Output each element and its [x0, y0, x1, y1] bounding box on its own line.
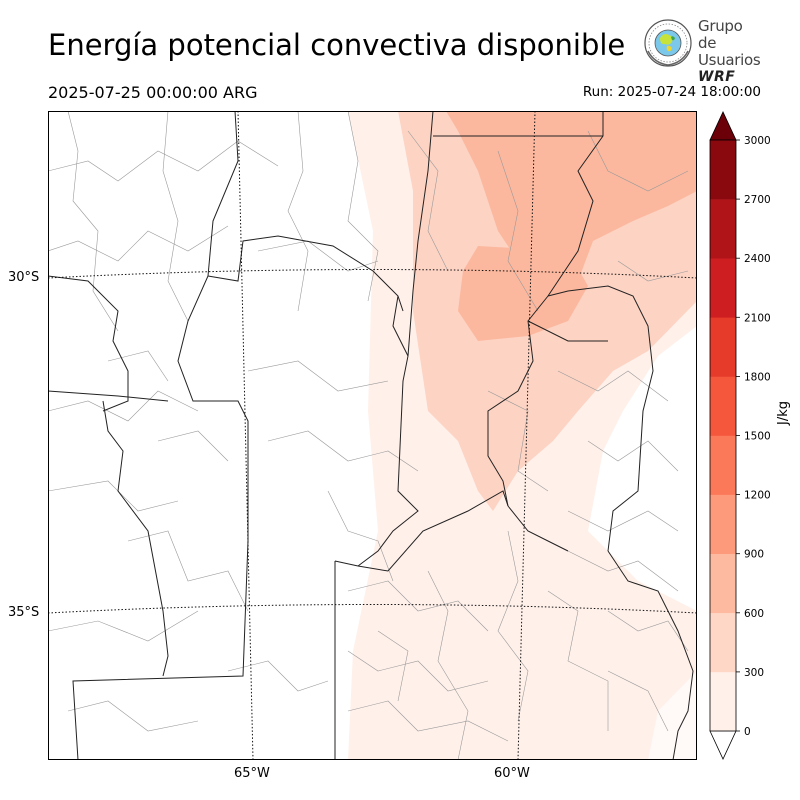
chart-title: Energía potencial convectiva disponible — [48, 28, 626, 62]
province-borders — [47, 110, 694, 761]
colorbar-tick-label: 2400 — [744, 253, 771, 265]
colorbar-tick-label: 2100 — [744, 312, 771, 324]
colorbar-segment — [710, 376, 736, 436]
colorbar-tick-label: 2700 — [744, 194, 771, 206]
colorbar-segment — [710, 671, 736, 732]
colorbar-tick-label: 1500 — [744, 431, 771, 443]
lat-label-35s: 35°S — [8, 605, 40, 620]
colorbar-tick-label: 600 — [744, 608, 764, 620]
colorbar-extend-min — [709, 730, 737, 760]
colorbar-segment — [710, 494, 736, 554]
colorbar: 0 300 600 900 1200 1500 1800 2100 2400 2700 3000 — [708, 111, 798, 761]
colorbar-tick-label: 0 — [744, 726, 751, 738]
colorbar-units-label: J/kg — [776, 401, 791, 425]
cape-map — [47, 110, 698, 761]
colorbar-segment — [710, 140, 736, 200]
colorbar-segment — [710, 199, 736, 259]
colorbar-graphic: 0 300 600 900 1200 1500 1800 2100 2400 2700 3000 — [709, 111, 771, 760]
colorbar-tick-label: 900 — [744, 549, 764, 561]
colorbar-tick-label: 300 — [744, 667, 764, 679]
logo-text-line1: Grupo de — [698, 17, 743, 52]
colorbar-segment — [710, 553, 736, 614]
cape-field — [348, 111, 697, 760]
lat-label-30s: 30°S — [8, 270, 40, 285]
parallel-30s — [47, 269, 698, 279]
wrf-logo: Grupo de Usuarios WRF — [640, 16, 761, 85]
graticule — [47, 110, 698, 761]
cape-contour-600-900-inner — [458, 246, 588, 341]
colorbar-segment — [710, 435, 736, 495]
colorbar-extend-max — [709, 111, 737, 141]
department-borders — [47, 110, 689, 761]
colorbar-tick-label: 3000 — [744, 135, 771, 147]
colorbar-tick-label: 1800 — [744, 371, 771, 383]
valid-time-label: 2025-07-25 00:00:00 ARG — [48, 83, 258, 102]
cape-coast-fade — [648, 671, 697, 760]
run-time-label: Run: 2025-07-24 18:00:00 — [582, 84, 761, 100]
logo-text: Grupo de Usuarios WRF — [698, 17, 761, 86]
colorbar-tick-label: 1200 — [744, 490, 771, 502]
colorbar-segment — [710, 612, 736, 673]
logo-text-line2: Usuarios — [698, 51, 761, 69]
colorbar-segment — [710, 317, 736, 377]
parallel-35s — [47, 604, 698, 614]
globe-logo-icon — [644, 19, 692, 67]
lon-label-65w: 65°W — [234, 766, 270, 781]
cape-contour-600-900 — [446, 111, 697, 281]
map-panel — [47, 110, 698, 761]
logo-text-line3: WRF — [698, 69, 736, 85]
lon-label-60w: 60°W — [494, 766, 530, 781]
colorbar-segment — [710, 258, 736, 318]
